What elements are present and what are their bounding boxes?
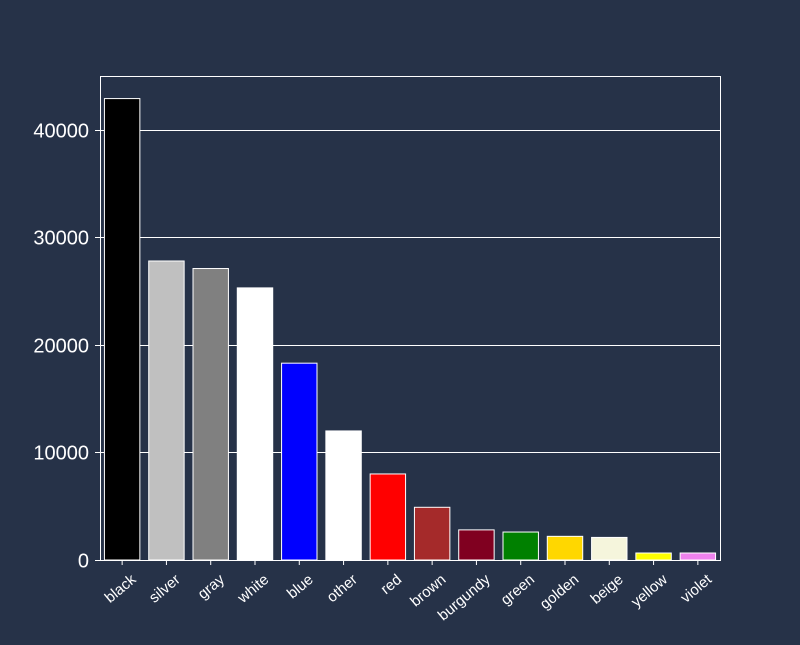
x-tick-label: beige <box>588 571 627 608</box>
bar-white <box>236 287 274 561</box>
x-tick-label: other <box>324 571 361 606</box>
x-tick-label: green <box>498 571 538 609</box>
bar-other <box>325 430 362 561</box>
y-tick-label: 20000 <box>33 336 89 358</box>
y-axis-ticks: 0 10000 20000 30000 40000 <box>33 121 100 573</box>
bar-black <box>103 98 141 561</box>
bars <box>103 98 717 561</box>
x-tick-label: golden <box>537 571 582 613</box>
x-tick-label: blue <box>284 571 317 602</box>
y-tick-label: 10000 <box>33 443 89 465</box>
x-tick-label: black <box>102 571 140 607</box>
x-tick-label: yellow <box>628 571 671 611</box>
bar-silver <box>148 260 185 561</box>
x-tick-label: violet <box>677 570 715 606</box>
bar-violet <box>679 552 717 561</box>
x-tick-label: red <box>378 571 406 598</box>
y-tick-label: 40000 <box>33 121 89 143</box>
x-tick-label: white <box>234 571 273 607</box>
bar-blue <box>281 362 318 561</box>
bar-red <box>369 473 407 561</box>
bar-beige <box>591 536 628 561</box>
bar-golden <box>546 535 584 561</box>
bar-gray <box>192 268 229 561</box>
y-tick-label: 0 <box>78 551 89 573</box>
bar-green <box>502 531 539 561</box>
x-tick-label: silver <box>146 571 184 607</box>
bar-brown <box>413 506 451 561</box>
bar-burgundy <box>458 529 495 561</box>
x-axis-ticks: black silver gray white blue other red brownbur… <box>102 560 716 624</box>
y-tick-label: 30000 <box>33 228 89 250</box>
x-tick-label: gray <box>195 571 229 603</box>
bar-yellow <box>635 552 672 561</box>
plot-frame <box>100 76 721 561</box>
